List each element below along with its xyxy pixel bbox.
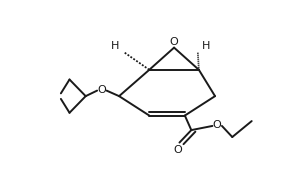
Text: O: O <box>98 85 106 95</box>
Text: O: O <box>170 36 178 46</box>
Text: O: O <box>173 145 182 155</box>
Text: H: H <box>202 41 210 51</box>
Text: H: H <box>111 41 120 51</box>
Text: O: O <box>213 120 222 130</box>
